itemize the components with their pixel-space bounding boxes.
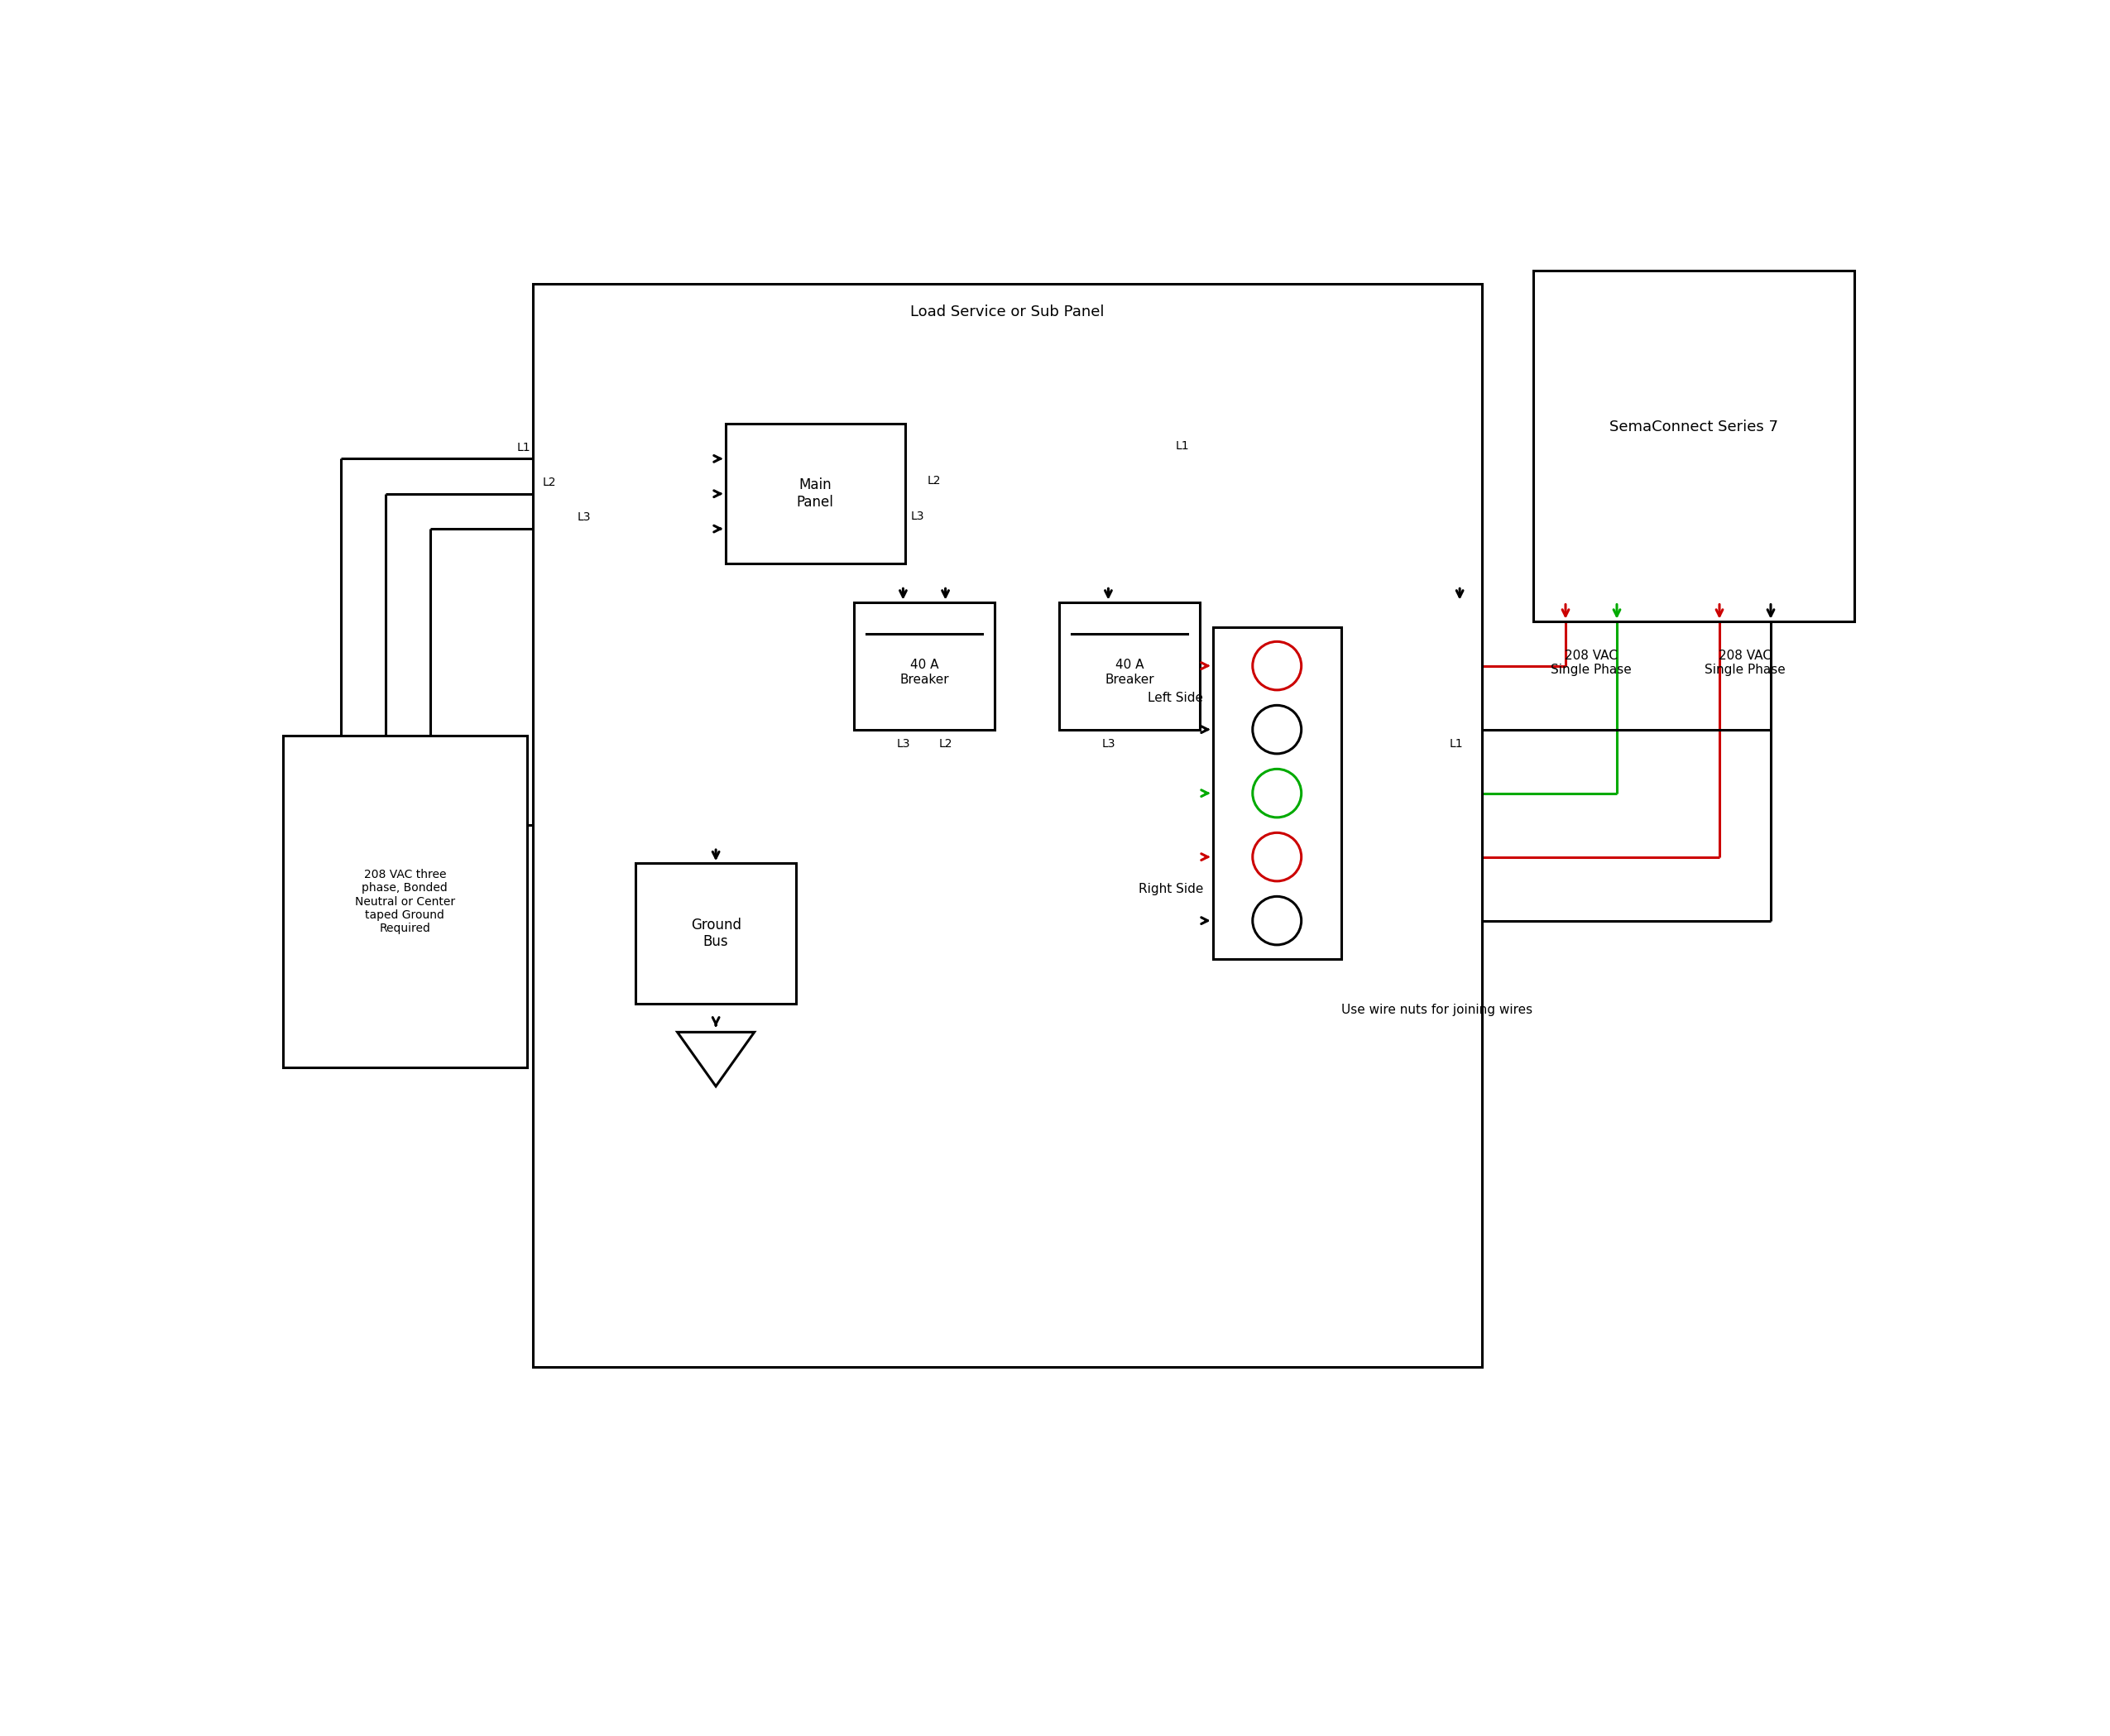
Bar — [726, 424, 905, 564]
Text: 208 VAC
Single Phase: 208 VAC Single Phase — [1551, 649, 1631, 675]
Text: L3: L3 — [912, 510, 924, 523]
Bar — [534, 283, 1481, 1366]
Bar — [283, 736, 528, 1068]
Bar — [855, 602, 994, 729]
Text: L2: L2 — [542, 476, 555, 488]
Text: L3: L3 — [578, 512, 591, 523]
Text: 40 A
Breaker: 40 A Breaker — [899, 658, 949, 686]
Text: Main
Panel: Main Panel — [798, 477, 833, 510]
Text: Use wire nuts for joining wires: Use wire nuts for joining wires — [1342, 1003, 1532, 1016]
Text: SemaConnect Series 7: SemaConnect Series 7 — [1610, 420, 1779, 434]
Circle shape — [1253, 896, 1302, 944]
Text: 208 VAC
Single Phase: 208 VAC Single Phase — [1705, 649, 1785, 675]
Text: L2: L2 — [939, 738, 952, 750]
Circle shape — [1253, 642, 1302, 689]
Polygon shape — [677, 1033, 755, 1087]
Circle shape — [1253, 705, 1302, 753]
Text: L1: L1 — [517, 441, 530, 453]
Bar — [1213, 627, 1342, 958]
Circle shape — [1253, 769, 1302, 818]
Text: Right Side: Right Side — [1139, 882, 1203, 896]
Text: 208 VAC three
phase, Bonded
Neutral or Center
taped Ground
Required: 208 VAC three phase, Bonded Neutral or C… — [354, 870, 456, 934]
Text: L1: L1 — [1450, 738, 1464, 750]
Text: L2: L2 — [926, 476, 941, 486]
Text: Ground
Bus: Ground Bus — [690, 917, 741, 950]
Bar — [1059, 602, 1201, 729]
Text: 40 A
Breaker: 40 A Breaker — [1106, 658, 1154, 686]
Bar — [1534, 271, 1855, 621]
Text: L3: L3 — [897, 738, 909, 750]
Bar — [635, 863, 795, 1003]
Text: Load Service or Sub Panel: Load Service or Sub Panel — [912, 306, 1106, 319]
Circle shape — [1253, 833, 1302, 882]
Text: L3: L3 — [1101, 738, 1114, 750]
Text: L1: L1 — [1175, 441, 1190, 451]
Text: Left Side: Left Side — [1148, 691, 1203, 703]
